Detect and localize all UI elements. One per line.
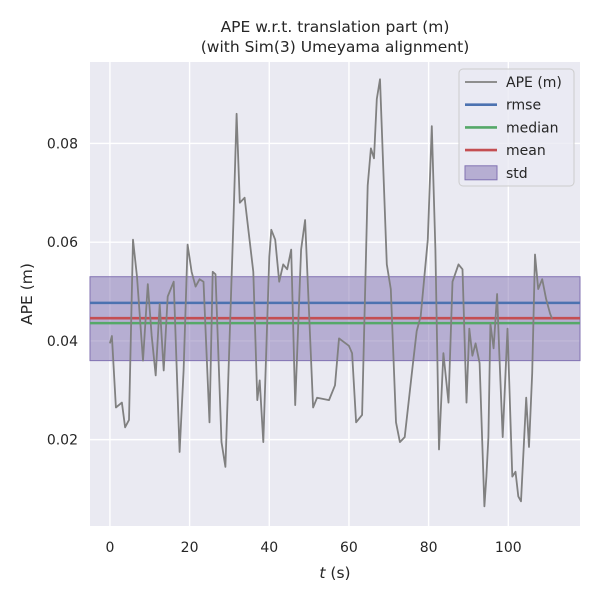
legend-label: std (506, 166, 528, 182)
x-axis-label: t (s) (319, 564, 350, 582)
legend-label: mean (506, 143, 546, 159)
y-tick-label: 0.02 (47, 433, 78, 449)
x-tick-label: 100 (495, 540, 522, 556)
x-tick-label: 40 (260, 540, 278, 556)
x-tick-label: 80 (420, 540, 438, 556)
x-axis-variable: t (319, 564, 326, 582)
y-tick-label: 0.04 (47, 334, 78, 350)
legend: APE (m) rmse median mean std (458, 68, 575, 187)
chart-title-line-2: (with Sim(3) Umeyama alignment) (201, 38, 470, 56)
x-tick-label: 60 (340, 540, 358, 556)
x-axis-unit: (s) (325, 564, 350, 582)
legend-label: APE (m) (506, 75, 562, 91)
chart-title-line-1: APE w.r.t. translation part (m) (221, 18, 450, 36)
x-tick-label: 0 (105, 540, 114, 556)
legend-frame (458, 68, 575, 187)
ape-line (109, 78, 553, 508)
legend-swatch-std (464, 165, 498, 181)
y-axis-label: APE (m) (18, 263, 36, 325)
y-tick-label: 0.08 (47, 136, 78, 152)
x-tick-labels: 0 20 40 60 80 100 (105, 540, 521, 556)
legend-label: median (506, 120, 558, 136)
legend-label: rmse (506, 98, 541, 114)
x-tick-label: 20 (181, 540, 199, 556)
ape-series (109, 78, 553, 508)
y-tick-labels: 0.02 0.04 0.06 0.08 (47, 136, 78, 448)
y-tick-label: 0.06 (47, 235, 78, 251)
